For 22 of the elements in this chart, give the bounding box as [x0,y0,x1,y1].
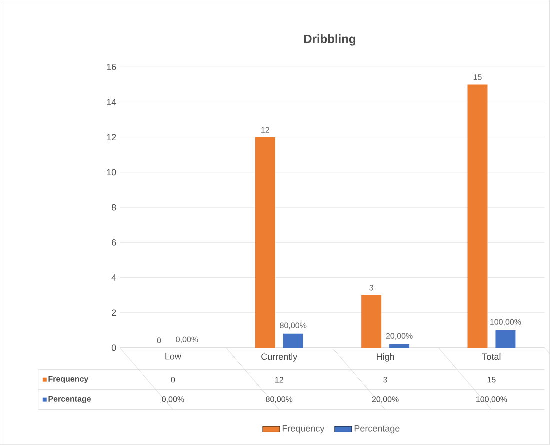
x-tick-label: Currently [262,353,298,362]
y-tick-label: 16 [107,64,116,70]
x-tick-label: Total [482,353,501,360]
y-tick-label: 10 [107,169,116,176]
y-tick-label: 8 [112,204,116,211]
y-tick-label: 0 [112,344,116,352]
y-tick-label: 14 [107,99,116,106]
y-tick-label: 2 [112,310,116,316]
chart-title: Dribbling [304,34,356,46]
y-tick-label: 6 [112,239,116,246]
bar [362,295,382,348]
x-tick-label: Low [166,353,182,360]
bar [283,334,304,348]
y-tick-label: 12 [107,134,116,140]
bar [468,84,488,348]
legend-label: Frequency [282,426,325,434]
bar [390,344,410,348]
x-tick-label: High [377,353,394,362]
bar [496,330,516,348]
y-tick-label: 4 [112,274,116,281]
legend-label: Percentage [354,426,400,434]
bar [255,137,276,348]
